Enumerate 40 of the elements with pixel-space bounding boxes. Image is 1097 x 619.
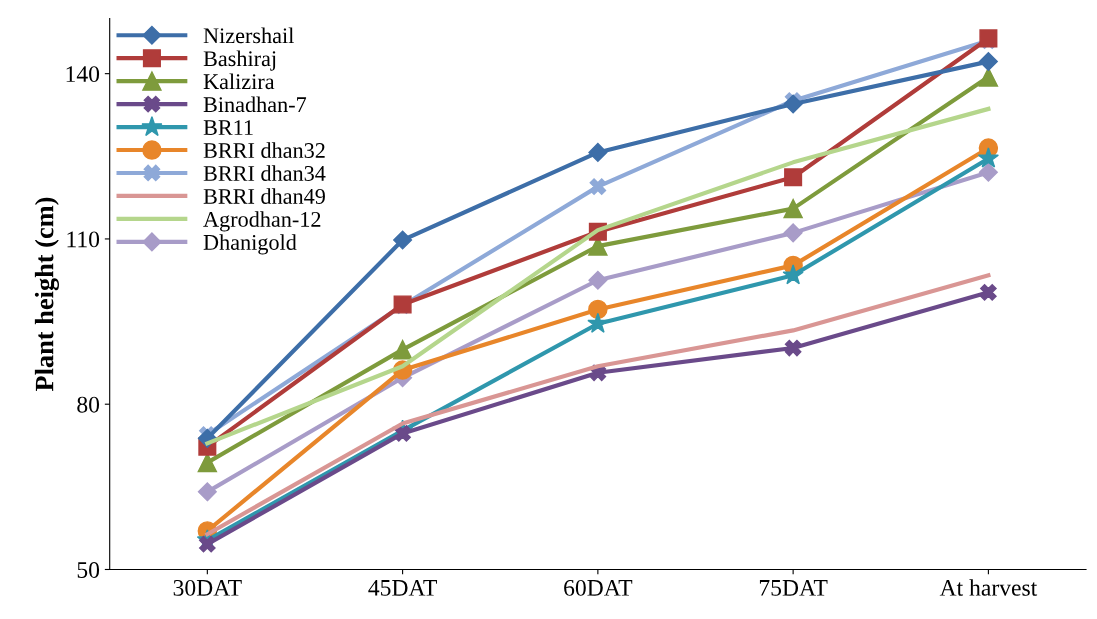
legend-label: BRRI dhan49 xyxy=(203,188,325,204)
point xyxy=(589,178,607,195)
y-tick-label: 110 xyxy=(67,231,100,248)
point xyxy=(588,142,608,162)
legend-label: BR11 xyxy=(203,120,253,135)
point xyxy=(198,535,216,553)
point xyxy=(782,264,804,285)
point xyxy=(978,162,998,182)
y-tick-label: 140 xyxy=(66,66,100,83)
legend-label: Nizershail xyxy=(203,27,294,44)
legend-label: Dhanigold xyxy=(203,234,297,255)
point xyxy=(393,230,413,250)
y-axis-title: Plant height (cm) xyxy=(34,197,60,392)
point xyxy=(980,284,997,301)
point xyxy=(197,482,217,502)
legend-label: Bashiraj xyxy=(203,50,276,71)
x-tick-label: 45DAT xyxy=(368,580,437,596)
point xyxy=(587,312,609,333)
legend-label: Kalizira xyxy=(203,73,275,90)
y-tick-label: 80 xyxy=(77,396,100,413)
x-tick-label: 75DAT xyxy=(759,580,828,596)
legend-label: Binadhan-7 xyxy=(203,96,307,113)
point xyxy=(978,52,998,72)
point xyxy=(392,339,413,360)
point xyxy=(588,270,608,290)
point xyxy=(783,94,803,114)
legend-label: BRRI dhan32 xyxy=(203,142,325,159)
point xyxy=(978,67,999,87)
legend-label: BRRI dhan34 xyxy=(203,165,326,181)
point xyxy=(783,223,803,243)
x-tick-label: 60DAT xyxy=(564,579,633,596)
y-tick-label: 50 xyxy=(77,561,100,578)
point xyxy=(783,198,803,219)
point xyxy=(784,339,802,357)
x-tick-label: 30DAT xyxy=(173,579,242,596)
point xyxy=(977,147,999,168)
legend-label: Agrodhan-12 xyxy=(203,211,321,232)
x-tick-label: At harvest xyxy=(939,579,1038,596)
point xyxy=(784,168,803,187)
point xyxy=(588,299,608,320)
